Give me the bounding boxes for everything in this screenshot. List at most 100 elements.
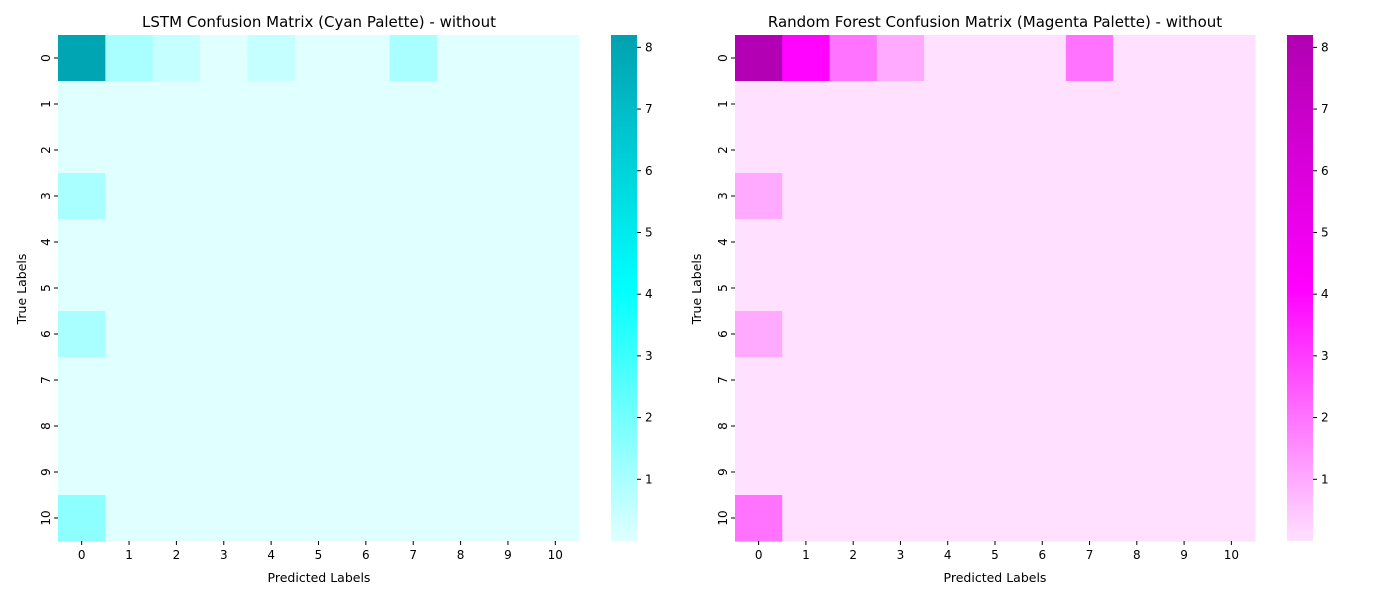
lstm-y-ticks: 0 1 2 3 4 5 6 7 8 9 10 (39, 54, 58, 526)
lstm-cell-0-10 (531, 35, 580, 82)
rf-x-tick-label: 7 (1086, 548, 1094, 562)
rf-cell-4-0 (735, 219, 783, 266)
rf-y-tick-label: 7 (716, 376, 730, 384)
lstm-x-tick-label: 10 (548, 548, 563, 562)
lstm-cell-1-9 (484, 81, 533, 128)
lstm-cell-1-4 (247, 81, 296, 128)
rf-cell-2-5 (971, 127, 1020, 174)
rf-cell-3-2 (829, 173, 878, 220)
lstm-cell-3-1 (105, 173, 154, 220)
lstm-colorbar-tick-label: 4 (645, 287, 653, 301)
lstm-cell-2-10 (531, 127, 580, 174)
rf-colorbar-tick-label: 4 (1321, 287, 1329, 301)
lstm-cell-5-5 (294, 265, 343, 312)
rf-cell-5-10 (1207, 265, 1256, 312)
rf-cell-10-10 (1207, 495, 1256, 542)
rf-cell-7-1 (782, 357, 831, 404)
rf-cell-7-5 (971, 357, 1020, 404)
rf-chart-title: Random Forest Confusion Matrix (Magenta … (768, 13, 1222, 31)
lstm-x-tick-label: 3 (220, 548, 228, 562)
lstm-cell-9-0 (58, 449, 106, 496)
rf-cell-3-6 (1018, 173, 1067, 220)
rf-y-tick-label: 4 (716, 238, 730, 246)
rf-cell-3-9 (1160, 173, 1209, 220)
rf-cell-1-4 (924, 81, 972, 128)
rf-cell-8-0 (735, 403, 783, 450)
lstm-cell-3-2 (152, 173, 201, 220)
rf-cell-2-8 (1113, 127, 1162, 174)
rf-cell-4-7 (1065, 219, 1114, 266)
rf-cell-0-2 (829, 35, 878, 82)
lstm-cell-1-7 (389, 81, 438, 128)
lstm-cell-0-6 (342, 35, 391, 82)
lstm-colorbar (611, 35, 637, 541)
rf-cell-8-7 (1065, 403, 1114, 450)
rf-colorbar-ticks: 1 2 3 4 5 6 7 8 (1313, 40, 1329, 486)
rf-cell-0-4 (924, 35, 972, 82)
rf-cell-4-9 (1160, 219, 1209, 266)
lstm-cell-2-9 (484, 127, 533, 174)
lstm-cell-1-0 (58, 81, 106, 128)
lstm-y-tick-label: 2 (39, 146, 53, 154)
rf-cell-9-4 (924, 449, 972, 496)
rf-cell-7-10 (1207, 357, 1256, 404)
lstm-cell-2-1 (105, 127, 154, 174)
lstm-cell-5-6 (342, 265, 391, 312)
lstm-y-tick-label: 1 (39, 100, 53, 108)
lstm-cell-9-3 (200, 449, 249, 496)
rf-cell-3-1 (782, 173, 831, 220)
rf-cell-7-0 (735, 357, 783, 404)
lstm-cell-4-5 (294, 219, 343, 266)
lstm-cell-1-5 (294, 81, 343, 128)
rf-colorbar-tick-label: 5 (1321, 225, 1329, 239)
rf-cell-6-2 (829, 311, 878, 358)
lstm-cell-0-8 (436, 35, 485, 82)
lstm-cell-3-7 (389, 173, 438, 220)
rf-cell-10-4 (924, 495, 972, 542)
rf-cell-10-3 (876, 495, 925, 542)
lstm-cell-8-2 (152, 403, 201, 450)
lstm-cell-7-7 (389, 357, 438, 404)
lstm-cell-5-7 (389, 265, 438, 312)
rf-colorbar-tick-label: 1 (1321, 472, 1329, 486)
lstm-cell-5-8 (436, 265, 485, 312)
rf-cell-2-9 (1160, 127, 1209, 174)
lstm-cell-9-10 (531, 449, 580, 496)
rf-colorbar-tick-label: 3 (1321, 349, 1329, 363)
rf-y-tick-label: 2 (716, 146, 730, 154)
rf-cell-6-4 (924, 311, 972, 358)
rf-x-tick-label: 1 (802, 548, 810, 562)
rf-y-tick-label: 0 (716, 54, 730, 62)
rf-x-tick-label: 8 (1133, 548, 1141, 562)
lstm-cell-10-8 (436, 495, 485, 542)
lstm-cell-7-0 (58, 357, 106, 404)
lstm-cell-6-0 (58, 311, 106, 358)
lstm-cell-2-6 (342, 127, 391, 174)
rf-cell-9-9 (1160, 449, 1209, 496)
lstm-cell-0-2 (152, 35, 201, 82)
rf-colorbar-tick-label: 2 (1321, 411, 1329, 425)
rf-cell-2-1 (782, 127, 831, 174)
lstm-colorbar-tick-label: 8 (645, 40, 653, 54)
lstm-x-tick-label: 9 (504, 548, 512, 562)
lstm-y-tick-label: 6 (39, 330, 53, 338)
lstm-y-tick-label: 9 (39, 468, 53, 476)
lstm-cell-3-6 (342, 173, 391, 220)
lstm-cell-0-7 (389, 35, 438, 82)
lstm-cell-7-10 (531, 357, 580, 404)
lstm-cell-8-9 (484, 403, 533, 450)
lstm-chart-title: LSTM Confusion Matrix (Cyan Palette) - w… (142, 13, 496, 31)
rf-cell-1-0 (735, 81, 783, 128)
rf-cell-0-6 (1018, 35, 1067, 82)
lstm-y-tick-label: 5 (39, 284, 53, 292)
lstm-colorbar-tick-label: 6 (645, 164, 653, 178)
rf-cell-1-6 (1018, 81, 1067, 128)
rf-x-axis-label: Predicted Labels (944, 570, 1047, 585)
rf-cell-9-10 (1207, 449, 1256, 496)
lstm-cell-3-8 (436, 173, 485, 220)
rf-cell-1-2 (829, 81, 878, 128)
rf-cell-7-2 (829, 357, 878, 404)
rf-x-tick-label: 2 (849, 548, 857, 562)
lstm-x-tick-label: 5 (315, 548, 323, 562)
rf-cell-0-8 (1113, 35, 1162, 82)
